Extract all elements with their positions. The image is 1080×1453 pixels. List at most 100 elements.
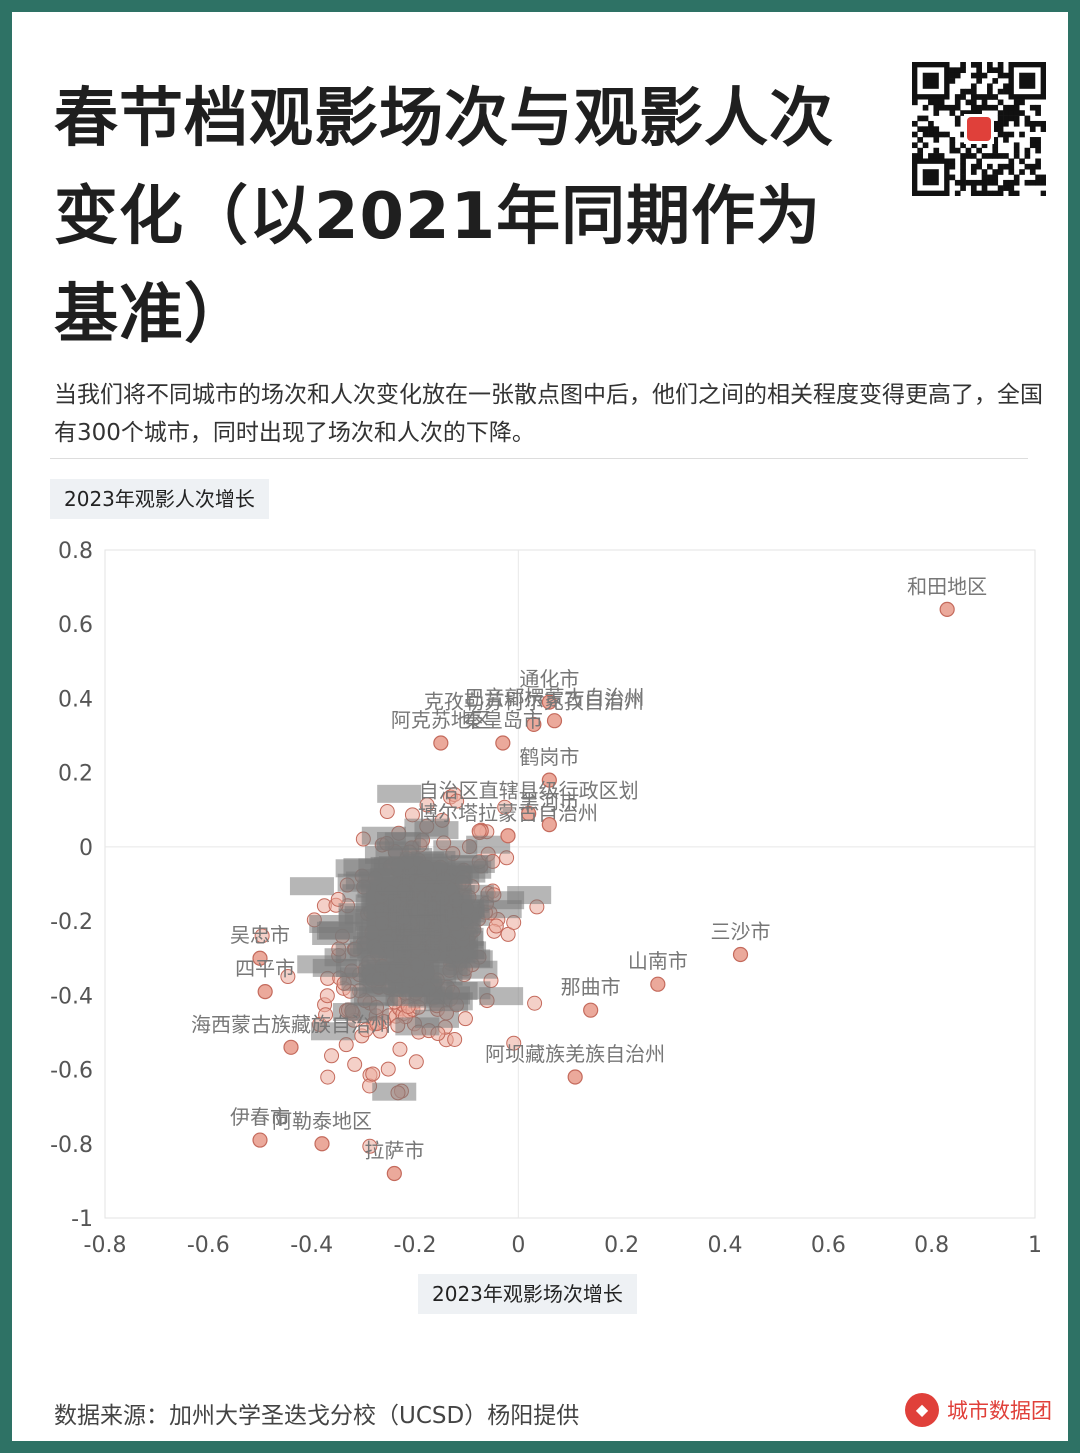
scatter-point	[314, 1136, 330, 1152]
label-cluster-mark	[408, 897, 453, 916]
scatter-point	[408, 1054, 424, 1070]
label-cluster-mark	[507, 886, 552, 905]
scatter-point	[252, 950, 268, 966]
scatter-point	[497, 799, 513, 815]
brand-logo-icon: ◆	[905, 1393, 939, 1427]
label-cluster-mark	[446, 949, 491, 968]
point-label: 巴音郭楞蒙古自治州	[465, 686, 645, 710]
brand-name: 城市数据团	[947, 1399, 1052, 1423]
point-label: 博尔塔拉蒙古自治州	[418, 801, 598, 825]
scatter-point	[546, 713, 563, 729]
scatter-point	[257, 984, 273, 1000]
label-cluster-mark	[309, 914, 354, 933]
page-title: 春节档观影场次与观影人次变化（以2021年同期作为基准）	[54, 82, 834, 352]
label-cluster-mark	[414, 1009, 459, 1028]
label-cluster-mark	[424, 993, 469, 1012]
scatter-point	[362, 1138, 378, 1154]
scatter-point	[447, 1031, 463, 1047]
label-cluster-mark	[380, 961, 425, 980]
point-label: 黑河市	[519, 790, 579, 814]
label-cluster-mark	[380, 929, 425, 948]
scatter-point	[732, 946, 749, 963]
point-label: 三沙市	[711, 920, 771, 944]
scatter-point	[380, 1061, 396, 1077]
y-tick-label: 0.8	[58, 539, 93, 564]
scatter-point	[583, 1002, 599, 1018]
y-tick-label: -0.4	[50, 984, 93, 1009]
y-axis-title: 2023年观影人次增长	[50, 479, 269, 519]
scatter-point	[500, 828, 516, 844]
scatter-point	[347, 1056, 363, 1072]
scatter-point	[541, 817, 557, 833]
scatter-point	[320, 1069, 336, 1085]
label-cluster-mark	[377, 784, 422, 803]
label-cluster-mark	[479, 987, 524, 1006]
y-tick-label: -0.8	[50, 1133, 93, 1158]
scatter-point	[521, 805, 537, 822]
infographic-card: 春节档观影场次与观影人次变化（以2021年同期作为基准） 当我们将不同城市的场次…	[12, 12, 1068, 1441]
x-tick-label: -0.8	[84, 1233, 127, 1258]
y-tick-label: -0.2	[50, 910, 93, 935]
label-cluster-mark	[357, 879, 402, 898]
point-label: 通化市	[519, 667, 579, 691]
divider	[50, 458, 1028, 459]
point-label: 山南市	[628, 949, 688, 973]
y-tick-label: -0.6	[50, 1059, 93, 1084]
y-tick-label: 0.2	[58, 762, 93, 787]
page-subtitle: 当我们将不同城市的场次和人次变化放在一张散点图中后，他们之间的相关程度变得更高了…	[54, 382, 1043, 446]
scatter-point	[488, 918, 504, 934]
scatter-point	[252, 1132, 268, 1148]
qr-code-icon	[912, 62, 1046, 196]
label-cluster-mark	[378, 856, 423, 875]
x-tick-label: 0.4	[708, 1233, 743, 1258]
scatter-point	[324, 1048, 340, 1064]
scatter-point	[495, 735, 511, 751]
scatter-point	[318, 1007, 334, 1023]
scatter-point	[939, 601, 955, 617]
scatter-point	[449, 793, 465, 809]
scatter-point	[254, 928, 270, 944]
label-cluster-mark	[425, 932, 470, 951]
point-label: 和田地区	[907, 574, 987, 598]
label-cluster-mark	[350, 987, 395, 1006]
scatter-point	[280, 969, 296, 985]
scatter-point	[541, 694, 557, 710]
scatter-point	[457, 1011, 473, 1027]
y-tick-label: -1	[71, 1207, 93, 1232]
point-label: 克孜勒苏柯尔克孜自治州	[424, 689, 644, 713]
scatter-point	[365, 1066, 381, 1082]
label-cluster-mark	[372, 1082, 417, 1101]
scatter-point	[419, 797, 435, 813]
label-cluster-mark	[361, 826, 406, 845]
scatter-point	[283, 1039, 299, 1055]
label-cluster-mark	[311, 1022, 356, 1041]
label-cluster-mark	[445, 907, 490, 926]
scatter-point	[527, 995, 543, 1011]
y-tick-label: 0	[79, 836, 93, 861]
point-label: 那曲市	[561, 975, 621, 999]
x-tick-label: 1	[1028, 1233, 1042, 1258]
x-axis-title: 2023年观影场次增长	[418, 1274, 637, 1314]
label-cluster-mark	[385, 987, 430, 1006]
scatter-point	[650, 976, 666, 992]
point-label: 拉萨市	[364, 1138, 424, 1162]
plot-frame	[104, 549, 1036, 1219]
scatter-point	[379, 804, 395, 820]
point-label: 秦皇岛市	[463, 708, 543, 732]
y-tick-label: 0.4	[58, 687, 93, 712]
brand: ◆ 城市数据团	[905, 1392, 1052, 1428]
scatter-point	[433, 735, 449, 751]
point-label: 吴忠市	[230, 923, 290, 947]
scatter-point	[541, 772, 557, 788]
scatter-point	[392, 1041, 408, 1057]
point-label: 鹤岗市	[519, 745, 579, 769]
scatter-point	[526, 716, 542, 733]
x-tick-label: 0.8	[914, 1233, 949, 1258]
x-tick-label: 0.2	[604, 1233, 639, 1258]
scatter-point	[386, 1165, 402, 1182]
label-cluster-mark	[466, 835, 511, 854]
scatter-point	[567, 1069, 583, 1085]
point-label: 四平市	[235, 957, 295, 981]
x-tick-label: -0.4	[290, 1233, 333, 1258]
label-cluster-mark	[386, 946, 431, 965]
